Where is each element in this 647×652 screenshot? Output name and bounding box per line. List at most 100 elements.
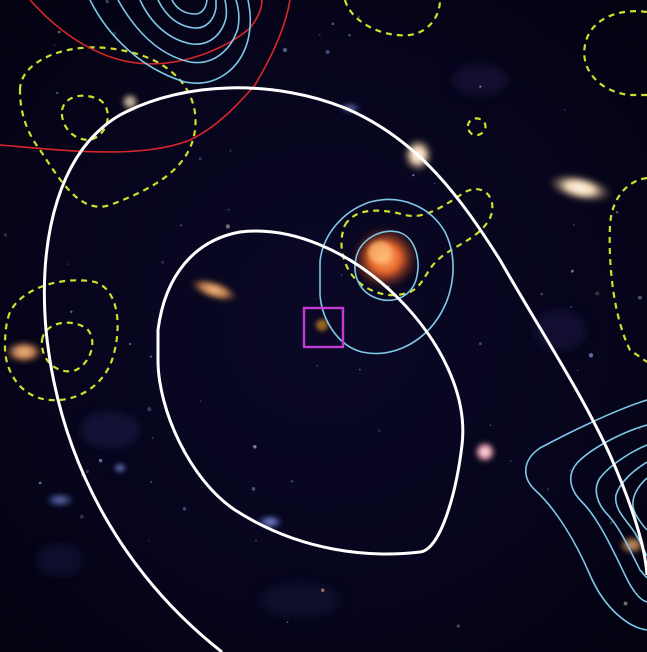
faint-blue-galaxy-3 (44, 492, 76, 508)
cyan-contour-br-3 (595, 444, 647, 579)
tan-galaxy-left (4, 340, 44, 364)
faint-star (433, 182, 436, 185)
faint-star (67, 263, 70, 266)
faint-star (340, 274, 343, 276)
dashed-contour-left-outer (3, 279, 119, 402)
orange-galaxy-core (368, 241, 392, 263)
faint-star (639, 428, 641, 431)
faint-star (129, 342, 132, 346)
tan-galaxy-center (189, 277, 239, 303)
faint-star (255, 539, 257, 542)
faint-star (570, 306, 573, 308)
faint-star (316, 364, 319, 367)
yellow-dashed-contours (3, 0, 647, 402)
cyan-contour-br-1 (525, 399, 647, 631)
faint-star (576, 369, 579, 372)
white-contour-outer (42, 86, 647, 652)
faint-star (147, 407, 152, 412)
cyan-contour-orange-outer (319, 198, 454, 355)
faint-star (79, 514, 84, 519)
cyan-contour-br-5 (632, 477, 647, 531)
faint-star (314, 298, 316, 300)
cyan-contour-top-1 (89, 0, 252, 84)
faint-star (479, 85, 482, 88)
faint-star (56, 91, 59, 95)
cyan-contour-top-4 (157, 0, 217, 29)
dashed-contour-top-left-inner (60, 94, 109, 141)
faint-star (251, 487, 256, 491)
faint-star (182, 507, 187, 511)
faint-star (105, 0, 109, 4)
faint-star (227, 208, 230, 211)
dashed-contour-orange-galaxy (340, 188, 494, 297)
faint-star (291, 480, 294, 483)
faint-star (198, 157, 202, 161)
faint-star (321, 588, 325, 592)
faint-star (286, 621, 289, 624)
faint-star (180, 224, 182, 227)
dashed-contour-top-right (583, 10, 647, 97)
faint-star (357, 15, 360, 18)
faint-star (573, 223, 575, 226)
faint-star (53, 44, 56, 47)
cyan-contour-top-5 (171, 0, 208, 15)
faint-star (637, 295, 642, 300)
faint-star (377, 429, 381, 432)
faint-star (571, 269, 574, 273)
cyan-contour-br-2 (570, 424, 647, 603)
faint-star (150, 480, 153, 484)
cyan-contour-orange-inner (354, 230, 419, 302)
dashed-contour-left-inner (40, 321, 94, 373)
faint-star (509, 460, 512, 463)
diffuse-patches (36, 64, 586, 618)
faint-star (148, 540, 151, 542)
faint-star (615, 210, 619, 214)
faint-star (85, 470, 89, 474)
faint-star (200, 400, 202, 402)
faint-star (412, 174, 415, 177)
star-field (3, 0, 642, 628)
faint-star (253, 445, 257, 449)
faint-star (3, 233, 8, 237)
faint-star (348, 33, 351, 37)
faint-star (70, 310, 73, 313)
target-source (316, 319, 328, 331)
faint-star (478, 342, 482, 346)
faint-star (225, 224, 231, 229)
faint-star (38, 481, 42, 485)
faint-star (623, 601, 628, 606)
red-contour-inner (29, 0, 263, 65)
faint-star (609, 521, 613, 524)
faint-star (325, 50, 330, 55)
dashed-contour-small-circle (466, 117, 487, 137)
dashed-contour-top (343, 0, 442, 37)
faint-blue-galaxy-4 (338, 102, 362, 114)
dashed-contour-top-left-outer (18, 46, 197, 208)
faint-star (12, 348, 17, 353)
target-marker-box (302, 306, 345, 349)
faint-star (546, 487, 550, 491)
faint-star (282, 47, 288, 53)
faint-star (359, 368, 361, 371)
faint-star (489, 424, 492, 427)
faint-star (595, 291, 600, 296)
faint-star (331, 22, 335, 26)
faint-star (98, 458, 103, 463)
faint-star (540, 292, 544, 296)
faint-star (151, 436, 154, 439)
white-contour-inner (156, 229, 465, 556)
pink-source (473, 440, 497, 464)
faint-star (229, 149, 232, 152)
faint-star (588, 353, 594, 358)
faint-star (57, 30, 61, 34)
faint-star (569, 469, 571, 471)
cyan-contour-top-3 (139, 0, 228, 45)
pale-galaxy (546, 172, 614, 204)
faint-star (318, 33, 321, 36)
faint-star (456, 624, 460, 628)
faint-star (564, 109, 566, 111)
cyan-contour-top-2 (117, 0, 240, 64)
faint-blue-galaxy-2 (112, 462, 128, 474)
